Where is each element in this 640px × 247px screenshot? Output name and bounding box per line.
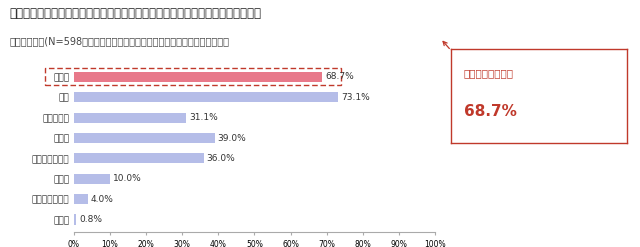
Text: 31.1%: 31.1% (189, 113, 218, 122)
Bar (74, 214, 77, 225)
Text: 68.7%: 68.7% (463, 104, 516, 119)
Bar (74, 92, 338, 103)
Text: 68.7%: 68.7% (325, 72, 354, 82)
Bar (74, 194, 88, 204)
Bar (74, 153, 204, 164)
Text: 4.0%: 4.0% (91, 195, 114, 204)
Text: （複数回答）(N=598　節約をとてもしている・していると回答した方のみ）: （複数回答）(N=598 節約をとてもしている・していると回答した方のみ） (10, 36, 230, 46)
Bar (74, 133, 214, 143)
Text: 0.8%: 0.8% (79, 215, 102, 224)
Text: 10.0%: 10.0% (113, 174, 141, 183)
Text: 光熱費の節約意識: 光熱費の節約意識 (463, 68, 513, 78)
Text: 73.1%: 73.1% (341, 93, 369, 102)
Bar (74, 174, 110, 184)
Text: 36.0%: 36.0% (207, 154, 236, 163)
Bar (74, 72, 322, 82)
Text: あなたが節約をされているもので、特に気にされている項目をご選択ください。: あなたが節約をされているもので、特に気にされている項目をご選択ください。 (10, 7, 262, 21)
Bar (74, 113, 186, 123)
Text: 39.0%: 39.0% (218, 134, 246, 143)
